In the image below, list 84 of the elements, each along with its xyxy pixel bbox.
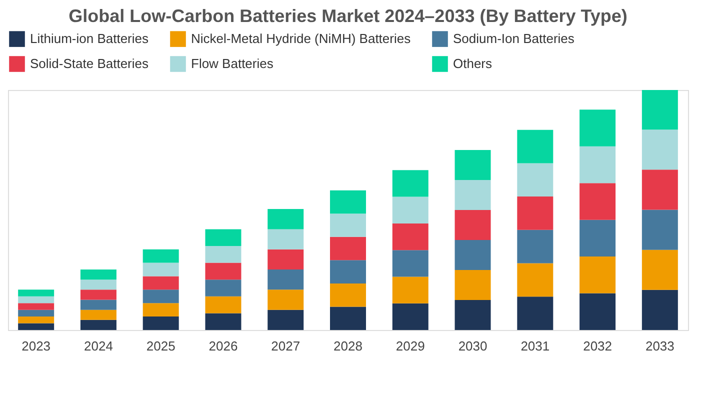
bar — [18, 296, 54, 304]
x-tick-label: 2030 — [458, 338, 488, 354]
x-tick-label: 2023 — [22, 338, 51, 354]
bar — [330, 236, 366, 260]
bar — [392, 250, 428, 277]
bar — [18, 303, 54, 310]
bar — [392, 196, 428, 224]
bar — [205, 246, 242, 263]
bar — [268, 310, 304, 330]
x-tick-label: 2029 — [396, 338, 425, 354]
bar — [580, 256, 616, 294]
bar — [330, 306, 366, 330]
bar — [392, 223, 428, 250]
bar — [642, 90, 678, 130]
legend-label: Others — [453, 56, 493, 71]
bar — [517, 130, 554, 164]
x-tick-label: 2028 — [334, 338, 362, 354]
bar — [330, 190, 366, 214]
x-tick-label: 2033 — [645, 338, 674, 354]
bar — [80, 280, 116, 290]
bar — [392, 276, 428, 304]
bar — [18, 323, 54, 330]
bar — [454, 150, 491, 180]
bar — [142, 316, 179, 330]
bar — [454, 300, 491, 330]
x-tick-label: 2024 — [84, 338, 113, 354]
bar — [268, 290, 304, 310]
bar — [392, 303, 428, 330]
x-tick-label: 2031 — [520, 338, 550, 354]
bar — [517, 163, 554, 197]
bar — [80, 320, 116, 330]
chart-title: Global Low-Carbon Batteries Market 2024–2033 (By Battery Type) — [68, 6, 628, 26]
x-tick-label: 2025 — [146, 338, 176, 354]
x-tick-label: 2032 — [583, 338, 612, 354]
x-tick-label: 2027 — [271, 338, 300, 354]
bar — [642, 290, 678, 330]
bar — [517, 230, 554, 264]
bar — [18, 310, 54, 317]
bar — [80, 290, 116, 300]
bar — [268, 229, 304, 250]
bar — [642, 210, 678, 250]
bar — [642, 130, 678, 170]
bar — [392, 170, 428, 197]
bar — [580, 183, 616, 220]
bar — [205, 296, 242, 314]
bar — [454, 270, 491, 300]
bar — [517, 196, 554, 230]
legend-label: Lithium-ion Batteries — [30, 31, 149, 46]
bar — [454, 210, 491, 240]
bar — [330, 214, 366, 237]
legend-label: Nickel-Metal Hydride (NiMH) Batteries — [191, 31, 412, 46]
bar — [205, 262, 242, 280]
bar — [142, 249, 179, 263]
bar — [142, 262, 179, 276]
bar — [642, 250, 678, 290]
bar — [517, 296, 554, 330]
bar — [18, 316, 54, 324]
bar — [580, 110, 616, 146]
bar — [517, 263, 554, 297]
bar — [142, 276, 179, 290]
bar — [142, 303, 179, 317]
bar — [454, 180, 491, 210]
bar — [330, 283, 366, 307]
bar — [268, 270, 304, 290]
bar — [80, 270, 116, 280]
bar — [268, 209, 304, 230]
legend-label: Flow Batteries — [191, 56, 274, 71]
bar — [18, 290, 54, 296]
bar — [268, 249, 304, 270]
bar — [205, 229, 242, 246]
legend-label: Solid-State Batteries — [30, 56, 150, 71]
bar — [454, 240, 491, 270]
bar — [80, 310, 116, 320]
bar — [580, 293, 616, 330]
bar — [205, 313, 242, 330]
bar — [80, 300, 116, 310]
legend-label: Sodium-Ion Batteries — [453, 31, 575, 46]
bar — [205, 280, 242, 296]
bar — [330, 260, 366, 284]
bar — [142, 290, 179, 304]
bar — [580, 220, 616, 257]
bar — [580, 146, 616, 184]
x-tick-label: 2026 — [208, 338, 238, 354]
bar — [642, 170, 678, 210]
